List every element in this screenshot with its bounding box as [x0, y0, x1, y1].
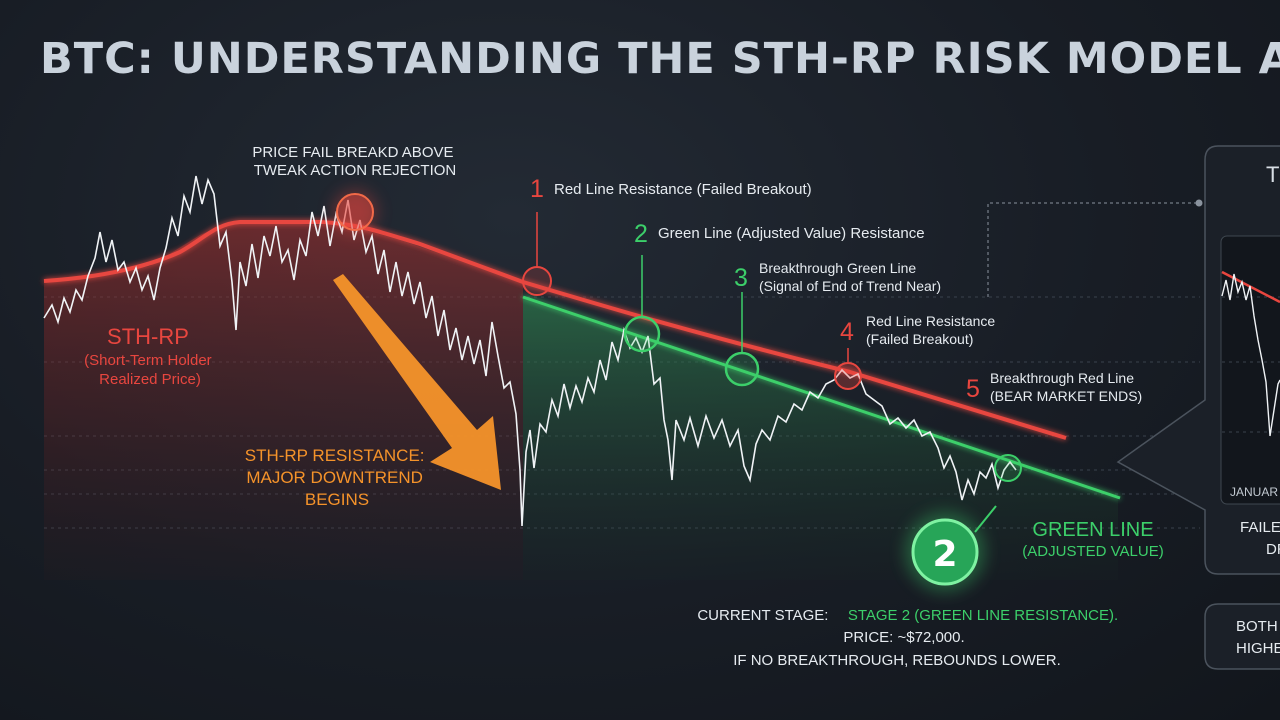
- current-stage-prefix: CURRENT STAGE:: [697, 607, 828, 624]
- panel-connector: [987, 202, 1198, 297]
- stage-5-number: 5: [966, 375, 980, 403]
- side-panel-caption-line-2: DR: [1266, 541, 1280, 558]
- stage-5-label: Breakthrough Red Line (BEAR MARKET ENDS): [990, 370, 1142, 404]
- stage-1-label: Red Line Resistance (Failed Breakout): [554, 181, 812, 198]
- sth-rp-sublabel: (Short-Term Holder Realized Price): [84, 352, 216, 388]
- sth-rp-sublabel-line-1: (Short-Term Holder: [84, 352, 212, 369]
- stage-2-label: Green Line (Adjusted Value) Resistance: [658, 225, 925, 242]
- side-panel-red-line: [1221, 270, 1280, 304]
- resistance-note-line-2: MAJOR DOWNTREND: [246, 468, 423, 487]
- resistance-note-line-3: BEGINS: [305, 490, 369, 509]
- rejection-note-line-2: TWEAK ACTION REJECTION: [254, 162, 457, 179]
- leader-line-current: [974, 505, 997, 533]
- stage-markers: [333, 190, 1022, 482]
- current-stage-value: STAGE 2 (GREEN LINE RESISTANCE).: [848, 607, 1118, 624]
- leader-lines: [536, 212, 997, 533]
- resistance-note: STH-RP RESISTANCE: MAJOR DOWNTREND BEGIN…: [245, 446, 430, 509]
- side-panel-bottom-text: BOTH HIGHE: [1236, 618, 1280, 657]
- current-stage-badge: 2: [905, 512, 985, 592]
- rejection-marker: [333, 190, 377, 234]
- downtrend-arrow: [333, 274, 501, 490]
- side-panel: T JANUAR FAILE DR BOTH HIGHE: [1116, 145, 1280, 670]
- stage-1-marker: [522, 266, 552, 296]
- side-panel-caption: FAILE DR: [1240, 519, 1280, 558]
- panel-connector-dot: [1195, 199, 1203, 207]
- side-panel-chart: [1220, 235, 1280, 505]
- side-panel-bottom-line-1: BOTH: [1236, 618, 1278, 635]
- side-panel-axis-label: JANUAR: [1230, 485, 1278, 499]
- rejection-note: PRICE FAIL BREAKD ABOVE TWEAK ACTION REJ…: [252, 144, 457, 179]
- stage-1-number: 1: [530, 175, 544, 203]
- rebound-text: IF NO BREAKTHROUGH, REBOUNDS LOWER.: [733, 652, 1061, 669]
- rejection-marker-core: [336, 193, 374, 231]
- side-panel-bottom-box: [1204, 603, 1280, 670]
- stage-3-label: Breakthrough Green Line (Signal of End o…: [759, 260, 941, 294]
- rejection-note-line-1: PRICE FAIL BREAKD ABOVE: [252, 144, 453, 161]
- stage-3-label-line-1: Breakthrough Green Line: [759, 260, 916, 276]
- current-stage-badge-number: 2: [932, 534, 957, 575]
- stage-2-marker: [623, 315, 661, 353]
- side-panel-price: [1221, 273, 1280, 437]
- main-title: BTC: UNDERSTANDING THE STH-RP RISK MODEL…: [40, 34, 1280, 84]
- current-price-text: PRICE: ~$72,000.: [843, 629, 964, 646]
- sth-rp-label: STH-RP: [107, 324, 189, 349]
- side-panel-caption-line-1: FAILE: [1240, 519, 1280, 536]
- side-panel-bottom-line-2: HIGHE: [1236, 640, 1280, 657]
- stage-2-number: 2: [634, 220, 648, 248]
- stage-4-label-line-2: (Failed Breakout): [866, 331, 973, 347]
- stage-5-label-line-2: (BEAR MARKET ENDS): [990, 388, 1142, 404]
- green-line-sublabel: (ADJUSTED VALUE): [1022, 543, 1163, 560]
- current-marker: [994, 454, 1022, 482]
- stage-3-number: 3: [734, 264, 748, 292]
- resistance-note-line-1: STH-RP RESISTANCE:: [245, 446, 425, 465]
- stage-labels: 1 Red Line Resistance (Failed Breakout) …: [530, 175, 1142, 404]
- stage-4-label-line-1: Red Line Resistance: [866, 313, 995, 329]
- stage-3-marker: [724, 351, 760, 387]
- red-zone-fill: [44, 222, 523, 580]
- stage-4-label: Red Line Resistance (Failed Breakout): [866, 313, 999, 347]
- stage-4-number: 4: [840, 318, 854, 346]
- stage-4-marker: [834, 362, 862, 390]
- green-zone-fill: [523, 297, 1118, 580]
- stage-3-label-line-2: (Signal of End of Trend Near): [759, 278, 941, 294]
- stage-5-label-line-1: Breakthrough Red Line: [990, 370, 1134, 386]
- green-line-label: GREEN LINE: [1032, 519, 1153, 541]
- side-panel-title: T: [1266, 162, 1279, 187]
- price-line: [43, 175, 1017, 527]
- sth-rp-sublabel-line-2: Realized Price): [99, 371, 201, 388]
- current-stage-text: CURRENT STAGE: STAGE 2 (GREEN LINE RESIS…: [697, 607, 1118, 624]
